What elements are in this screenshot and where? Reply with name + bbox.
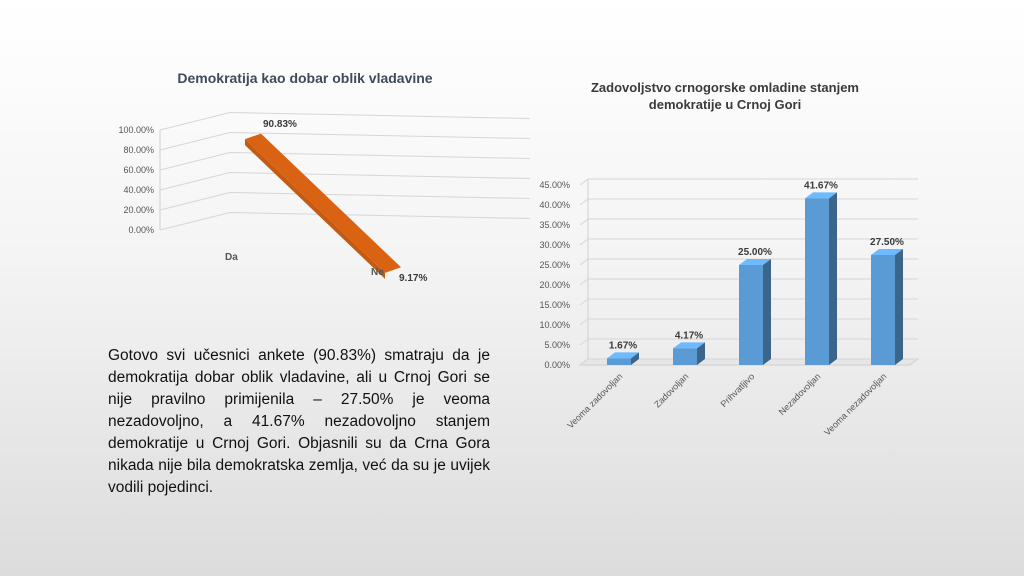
- right-y-tick-label: 5.00%: [544, 340, 570, 350]
- right-category-label: Veoma nezadovoljan: [822, 371, 888, 437]
- right-bar-side: [763, 259, 771, 365]
- right-bar-front: [805, 198, 829, 365]
- right-gridline: [579, 218, 918, 226]
- right-bar-front: [739, 265, 763, 365]
- right-bar-front: [871, 255, 895, 365]
- right-y-tick-label: 25.00%: [539, 260, 570, 270]
- left-y-tick-label: 60.00%: [123, 165, 154, 175]
- right-y-tick-label: 40.00%: [539, 200, 570, 210]
- right-y-tick-label: 30.00%: [539, 240, 570, 250]
- left-data-label: 90.83%: [263, 119, 297, 130]
- right-bar-top: [871, 249, 903, 255]
- left-chart-title: Demokratija kao dobar oblik vladavine: [177, 70, 433, 86]
- right-bar-front: [607, 358, 631, 365]
- right-chart: 0.00% 5.00% 10.00% 15.00% 20.00% 25.00% 30.00%…: [539, 178, 920, 438]
- left-y-tick-label: 40.00%: [123, 185, 154, 195]
- right-bar: [673, 342, 705, 365]
- right-category-label: Prihvatljivo: [719, 371, 757, 409]
- right-y-tick-label: 15.00%: [539, 300, 570, 310]
- left-gridline: [159, 211, 531, 231]
- right-bar: [607, 352, 639, 365]
- left-line-ribbon-top: [245, 133, 401, 273]
- left-gridline: [159, 131, 531, 151]
- right-bar-front: [673, 348, 697, 365]
- right-y-tick-label: 10.00%: [539, 320, 570, 330]
- right-y-tick-label: 0.00%: [544, 360, 570, 370]
- left-gridline: [159, 111, 531, 131]
- right-gridline: [579, 198, 918, 206]
- right-category-label: Nezadovoljan: [777, 371, 823, 417]
- right-bar-top: [805, 192, 837, 199]
- right-data-label: 27.50%: [870, 237, 904, 248]
- right-bar-side: [697, 342, 705, 365]
- left-line-ribbon-front: [245, 139, 385, 279]
- right-gridline: [579, 178, 918, 186]
- right-bar-side: [631, 352, 639, 365]
- right-bar: [739, 259, 771, 365]
- right-data-label: 25.00%: [738, 247, 772, 258]
- left-y-tick-label: 0.00%: [128, 225, 154, 235]
- left-category-label: Ne: [371, 267, 384, 278]
- left-category-label: Da: [225, 252, 238, 263]
- right-bar-side: [895, 249, 903, 365]
- left-gridline: [159, 171, 531, 191]
- left-gridline: [159, 151, 531, 171]
- right-data-label: 1.67%: [609, 340, 637, 351]
- right-bar-top: [607, 352, 639, 359]
- left-gridline: [159, 191, 531, 211]
- right-category-label: Veoma zadovoljan: [565, 371, 624, 430]
- left-y-tick-label: 20.00%: [123, 205, 154, 215]
- right-bar-top: [673, 342, 705, 349]
- summary-paragraph: Gotovo svi učesnici ankete (90.83%) smat…: [108, 347, 490, 496]
- right-bar: [871, 249, 903, 365]
- right-data-label: 41.67%: [804, 180, 838, 191]
- right-gridline: [579, 238, 918, 246]
- right-y-tick-label: 35.00%: [539, 220, 570, 230]
- right-chart-title: Zadovoljstvo crnogorske omladine stanjem…: [590, 80, 859, 112]
- right-y-tick-label: 20.00%: [539, 280, 570, 290]
- right-category-label: Zadovoljan: [652, 371, 690, 409]
- right-bar-top: [739, 259, 771, 265]
- right-bar-side: [829, 192, 837, 365]
- right-bar: [805, 192, 837, 365]
- left-data-label: 9.17%: [399, 273, 427, 284]
- right-y-tick-label: 45.00%: [539, 180, 570, 190]
- left-y-tick-label: 80.00%: [123, 145, 154, 155]
- left-chart: 0.00% 20.00% 40.00% 60.00% 80.00% 100.00% 90.8…: [118, 111, 531, 284]
- right-data-label: 4.17%: [675, 330, 703, 341]
- left-y-tick-label: 100.00%: [118, 125, 154, 135]
